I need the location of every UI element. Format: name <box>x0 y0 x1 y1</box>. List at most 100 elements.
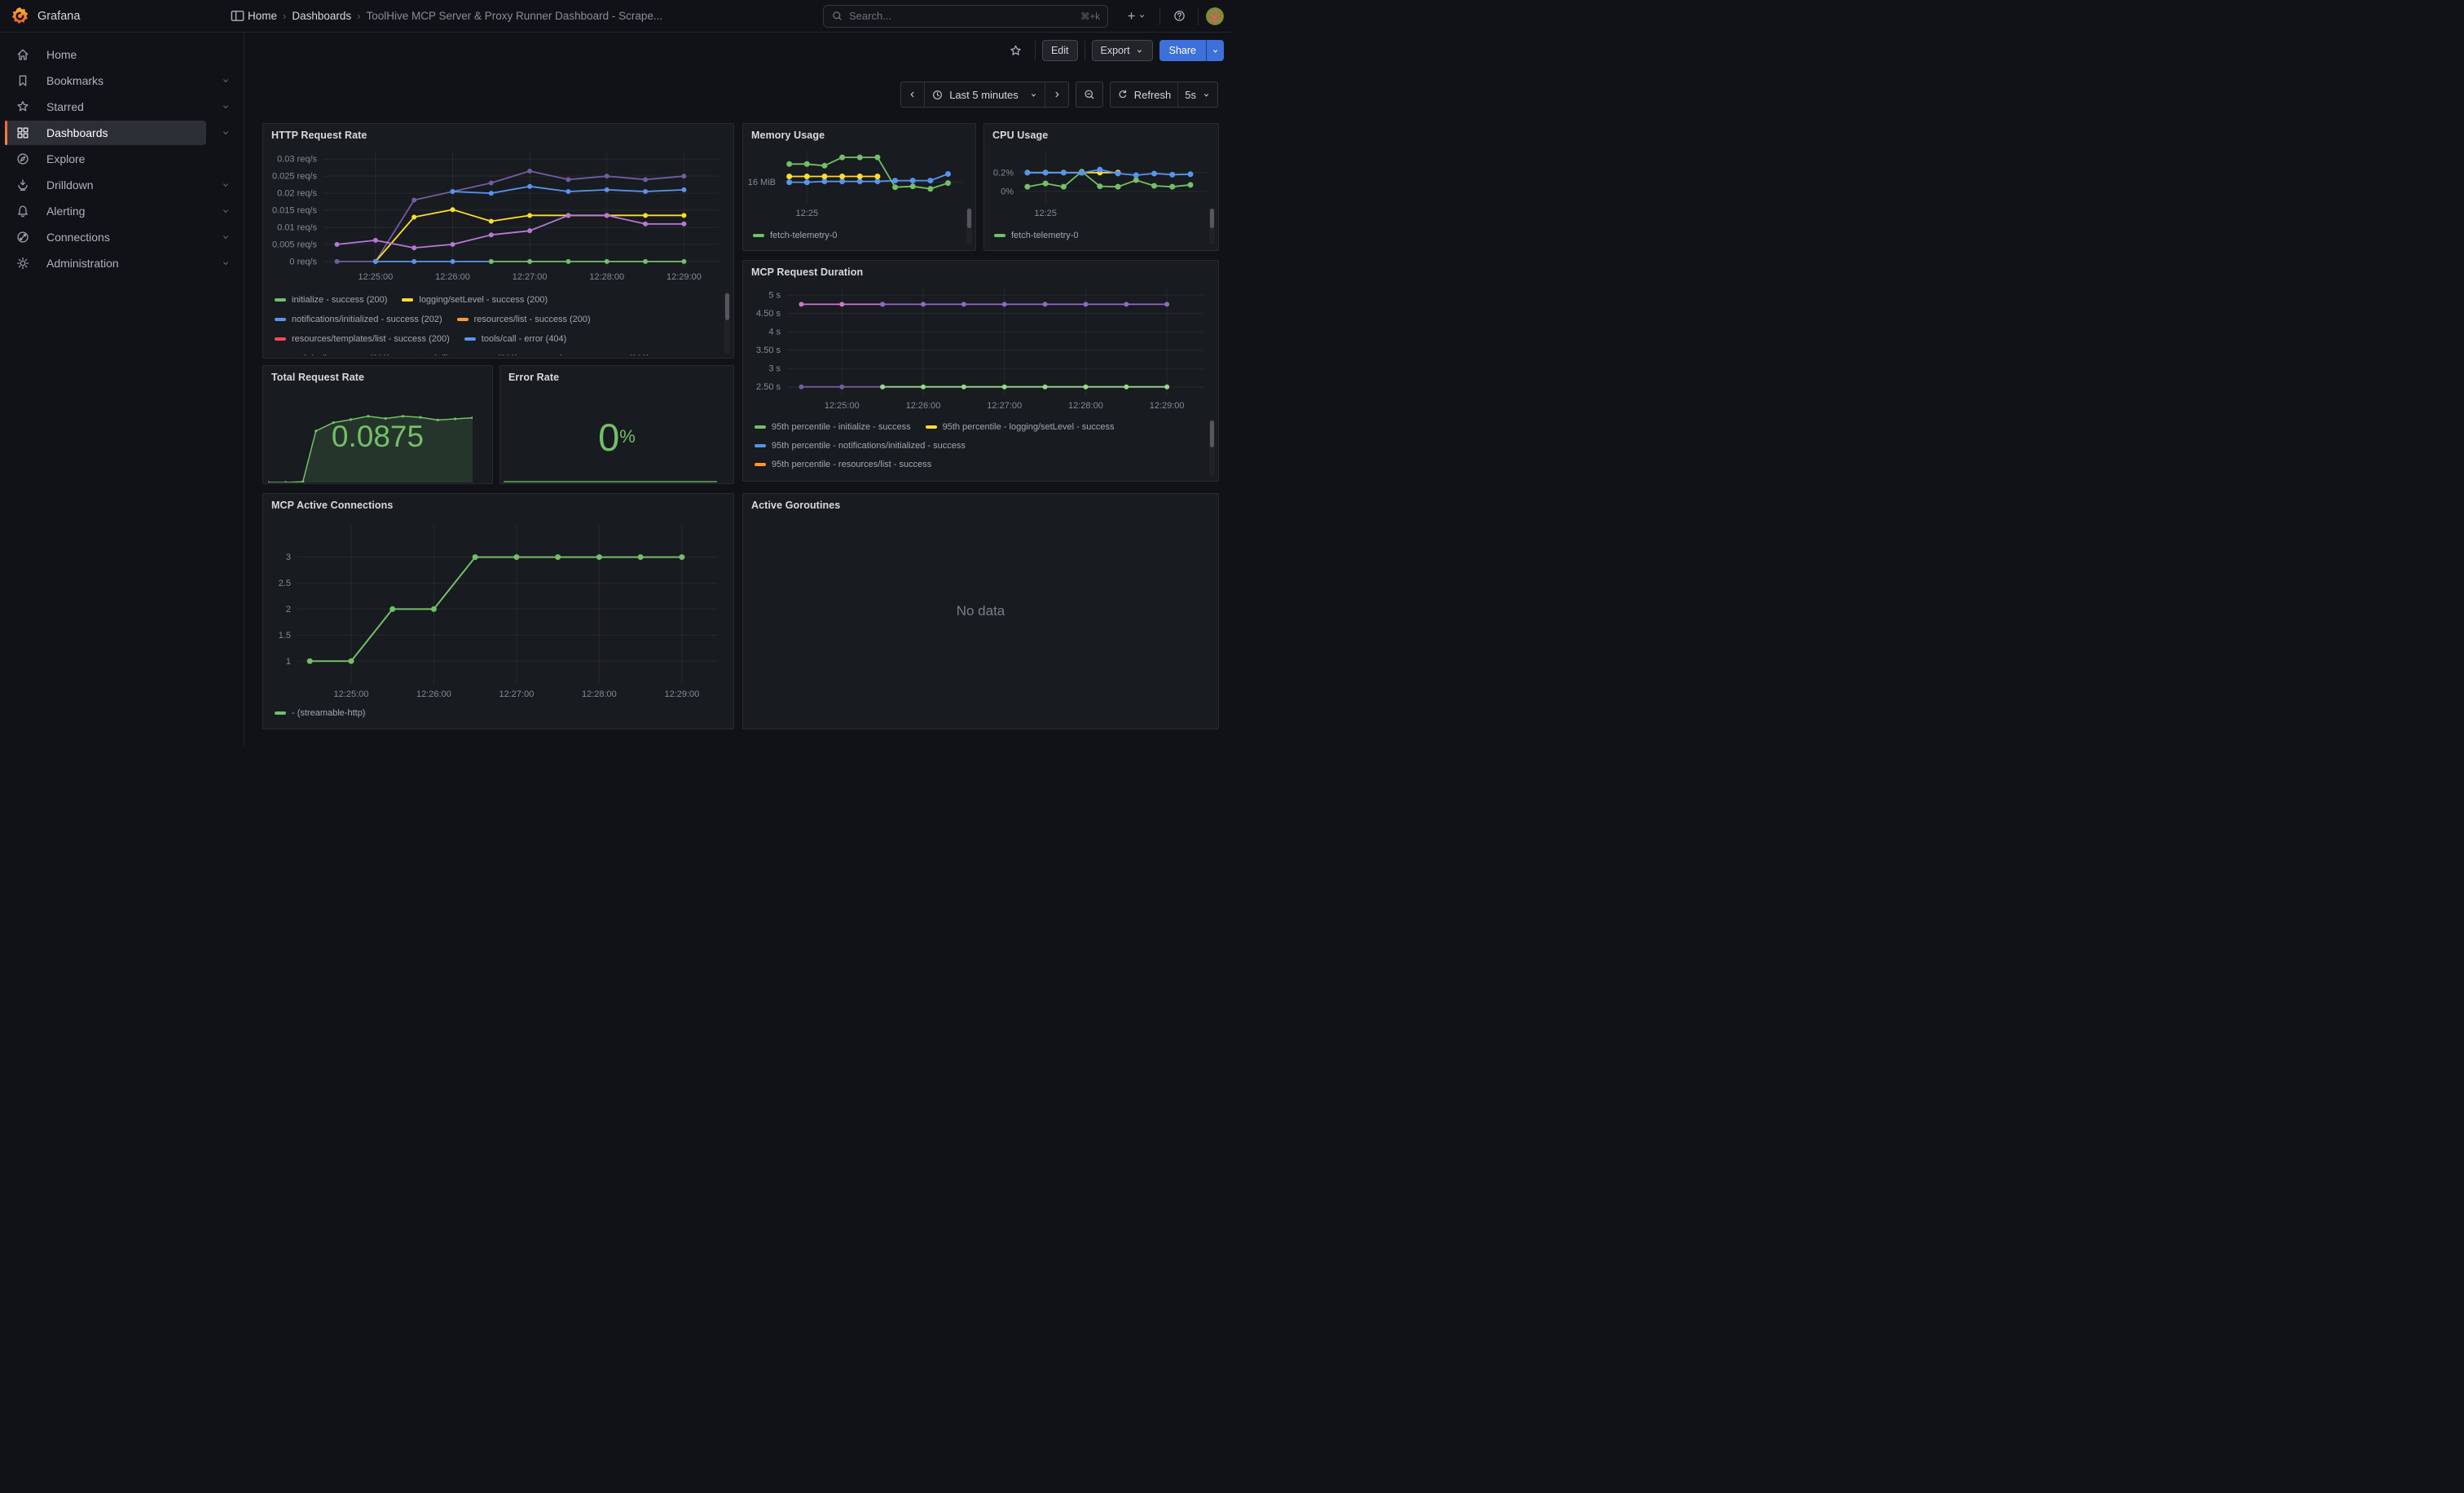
search-box[interactable]: ⌘+k <box>823 5 1108 28</box>
legend-row: 95th percentile - resources/list - succe… <box>755 455 1203 473</box>
avatar[interactable] <box>1206 7 1224 25</box>
grafana-logo[interactable] <box>11 7 29 25</box>
panel-title[interactable]: CPU Usage <box>984 124 1218 143</box>
refresh-icon <box>1117 89 1129 100</box>
legend-label: resources/templates/list - success (200) <box>292 334 450 344</box>
legend-item[interactable]: unknown - success (200) <box>533 354 649 355</box>
sidebar-item-starred[interactable]: Starred <box>5 95 237 119</box>
svg-text:4 s: 4 s <box>768 328 781 337</box>
panel-title[interactable]: Error Rate <box>500 366 733 385</box>
chevron-right-icon <box>1052 90 1062 99</box>
panel-title[interactable]: MCP Request Duration <box>743 261 1218 280</box>
legend-swatch <box>402 298 413 302</box>
connections-icon <box>15 230 30 244</box>
share-options-button[interactable] <box>1206 40 1224 61</box>
panel-title[interactable]: Memory Usage <box>743 124 975 143</box>
cpu-usage-chart[interactable]: 12:250.2%0% <box>989 143 1212 222</box>
sidebar-item-drilldown[interactable]: Drilldown <box>5 173 237 197</box>
legend-scrollbar[interactable] <box>724 292 730 354</box>
refresh-interval-dropdown[interactable]: 5s <box>1177 82 1217 107</box>
panel-title[interactable]: MCP Active Connections <box>263 494 733 513</box>
chevron-down-icon <box>221 102 231 112</box>
cog-icon <box>15 256 30 271</box>
legend-scrollbar[interactable] <box>1209 207 1215 244</box>
sidebar-item-expand[interactable] <box>221 206 231 216</box>
mcp-request-duration-chart[interactable]: 12:25:0012:26:0012:27:0012:28:0012:29:00… <box>750 282 1210 414</box>
total-request-rate-value: 0.0875 <box>332 420 424 454</box>
export-button[interactable]: Export <box>1092 40 1153 61</box>
breadcrumb-item[interactable]: Home <box>248 10 277 22</box>
mcp-active-connections-chart[interactable]: 12:25:0012:26:0012:27:0012:28:0012:29:00… <box>270 517 722 706</box>
memory-usage-chart[interactable]: 12:2516 MiB <box>748 143 969 222</box>
zoom-out-button[interactable] <box>1076 81 1103 108</box>
legend-swatch <box>755 425 766 429</box>
legend-label: resources/list - success (200) <box>474 315 591 324</box>
star-dashboard-button[interactable] <box>1004 39 1028 62</box>
chevron-down-icon <box>221 258 231 268</box>
share-button[interactable]: Share <box>1159 40 1206 61</box>
sidebar-item-administration[interactable]: Administration <box>5 251 237 275</box>
legend-item[interactable]: 95th percentile - resources/templates/li… <box>755 478 973 479</box>
legend-label: fetch-telemetry-0 <box>770 231 838 240</box>
legend-label: fetch-telemetry-0 <box>1011 231 1079 240</box>
time-range-picker[interactable]: Last 5 minutes <box>924 82 1045 107</box>
panel-mcp-request-duration: MCP Request Duration 12:25:0012:26:0012:… <box>742 260 1219 482</box>
legend-scrollbar[interactable] <box>1209 419 1215 477</box>
http-request-rate-chart[interactable]: 12:25:0012:26:0012:27:0012:28:0012:29:00… <box>270 147 725 285</box>
legend-item[interactable]: notifications/initialized - success (202… <box>275 315 442 324</box>
legend-item[interactable]: initialize - success (200) <box>275 295 387 305</box>
legend-label: - (streamable-http) <box>292 708 365 718</box>
legend-item[interactable]: resources/templates/list - success (200) <box>275 334 450 344</box>
sidebar-item-expand[interactable] <box>221 102 231 112</box>
svg-text:0.01 req/s: 0.01 req/s <box>277 222 317 232</box>
legend-item[interactable]: resources/list - success (200) <box>457 315 591 324</box>
legend-item[interactable]: - (streamable-http) <box>275 708 365 718</box>
legend-item[interactable]: 95th percentile - initialize - success <box>755 422 911 432</box>
legend-label: tools/list - success (200) <box>422 354 518 355</box>
sidebar-toggle-button[interactable] <box>225 4 249 29</box>
legend-item[interactable]: tools/call - error (404) <box>464 334 567 344</box>
svg-text:0 req/s: 0 req/s <box>289 257 317 266</box>
legend-item[interactable]: fetch-telemetry-0 <box>753 231 838 240</box>
sidebar-item-explore[interactable]: Explore <box>5 147 237 171</box>
star-icon <box>15 99 30 114</box>
mcp-active-connections-legend: - (streamable-http) <box>275 703 380 723</box>
sidebar-item-expand[interactable] <box>221 258 231 268</box>
edit-button[interactable]: Edit <box>1042 40 1078 61</box>
legend-row: 95th percentile - initialize - success 95… <box>755 417 1203 436</box>
svg-text:12:26:00: 12:26:00 <box>416 689 451 699</box>
error-rate-unit: % <box>619 426 636 447</box>
legend-row: - (streamable-http) <box>275 703 380 723</box>
svg-text:0.03 req/s: 0.03 req/s <box>277 155 317 165</box>
share-button-label: Share <box>1169 45 1196 56</box>
time-forward-button[interactable] <box>1045 82 1068 107</box>
help-button[interactable] <box>1168 5 1190 28</box>
sidebar-item-dashboards[interactable]: Dashboards <box>5 121 206 145</box>
breadcrumb-separator-icon: › <box>357 10 360 22</box>
svg-text:12:29:00: 12:29:00 <box>664 689 699 699</box>
sidebar-item-bookmarks[interactable]: Bookmarks <box>5 68 237 93</box>
sidebar-item-label: Starred <box>46 100 84 113</box>
legend-item[interactable]: fetch-telemetry-0 <box>994 231 1079 240</box>
legend-item[interactable]: logging/setLevel - success (200) <box>402 295 548 305</box>
sidebar-item-expand[interactable] <box>221 180 231 190</box>
time-back-button[interactable] <box>901 82 924 107</box>
legend-item[interactable]: 95th percentile - resources/list - succe… <box>755 460 931 469</box>
legend-item[interactable]: 95th percentile - logging/setLevel - suc… <box>926 422 1115 432</box>
breadcrumb-item[interactable]: Dashboards <box>292 10 351 22</box>
search-input[interactable] <box>849 10 1075 22</box>
panel-title[interactable]: HTTP Request Rate <box>263 124 733 143</box>
legend-item[interactable]: tools/call - success (200) <box>275 354 390 355</box>
legend-scrollbar[interactable] <box>966 207 972 244</box>
sidebar-item-expand[interactable] <box>221 128 231 138</box>
sidebar-item-home[interactable]: Home <box>5 42 237 67</box>
add-new-button[interactable] <box>1120 5 1152 28</box>
sidebar-item-connections[interactable]: Connections <box>5 225 237 249</box>
sidebar-item-expand[interactable] <box>221 232 231 242</box>
refresh-button[interactable]: Refresh <box>1111 82 1178 107</box>
legend-item[interactable]: 95th percentile - notifications/initiali… <box>755 441 966 451</box>
sidebar-item-expand[interactable] <box>221 76 231 86</box>
legend-item[interactable]: tools/list - success (200) <box>405 354 518 355</box>
sidebar-item-alerting[interactable]: Alerting <box>5 199 237 223</box>
legend-swatch <box>275 711 286 715</box>
